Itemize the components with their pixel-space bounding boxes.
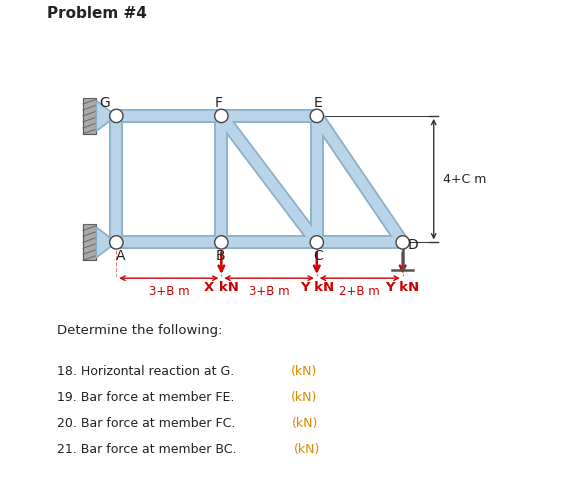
Text: 18. Horizontal reaction at G.: 18. Horizontal reaction at G. — [57, 365, 238, 378]
Circle shape — [310, 109, 324, 122]
Circle shape — [110, 109, 123, 122]
Text: 3+B m: 3+B m — [249, 285, 289, 298]
Bar — [83, 225, 96, 260]
Text: (kN): (kN) — [292, 417, 319, 430]
Circle shape — [215, 236, 228, 249]
Circle shape — [215, 109, 228, 122]
Text: D: D — [408, 238, 419, 252]
Text: G: G — [99, 96, 110, 109]
Text: Problem #4: Problem #4 — [47, 6, 147, 21]
Text: (kN): (kN) — [291, 391, 318, 404]
Text: Y kN: Y kN — [300, 281, 334, 294]
Polygon shape — [96, 101, 116, 131]
Text: 20. Bar force at member FC.: 20. Bar force at member FC. — [57, 417, 239, 430]
Text: 3+B m: 3+B m — [148, 285, 189, 298]
Polygon shape — [96, 227, 116, 258]
Circle shape — [310, 236, 324, 249]
Text: E: E — [314, 96, 322, 109]
Text: F: F — [215, 96, 223, 109]
Text: (kN): (kN) — [293, 444, 320, 456]
Text: 4+C m: 4+C m — [443, 173, 487, 186]
Text: 21. Bar force at member BC.: 21. Bar force at member BC. — [57, 444, 240, 456]
Text: 19. Bar force at member FE.: 19. Bar force at member FE. — [57, 391, 238, 404]
Text: C: C — [314, 249, 323, 263]
Circle shape — [396, 236, 409, 249]
Text: B: B — [216, 249, 225, 263]
Text: X kN: X kN — [204, 281, 239, 294]
Circle shape — [110, 236, 123, 249]
Text: (kN): (kN) — [291, 365, 317, 378]
Bar — [83, 98, 96, 134]
Text: A: A — [115, 249, 125, 263]
Text: Y kN: Y kN — [386, 281, 420, 294]
Text: 2+B m: 2+B m — [339, 285, 380, 298]
Text: Determine the following:: Determine the following: — [57, 324, 222, 337]
